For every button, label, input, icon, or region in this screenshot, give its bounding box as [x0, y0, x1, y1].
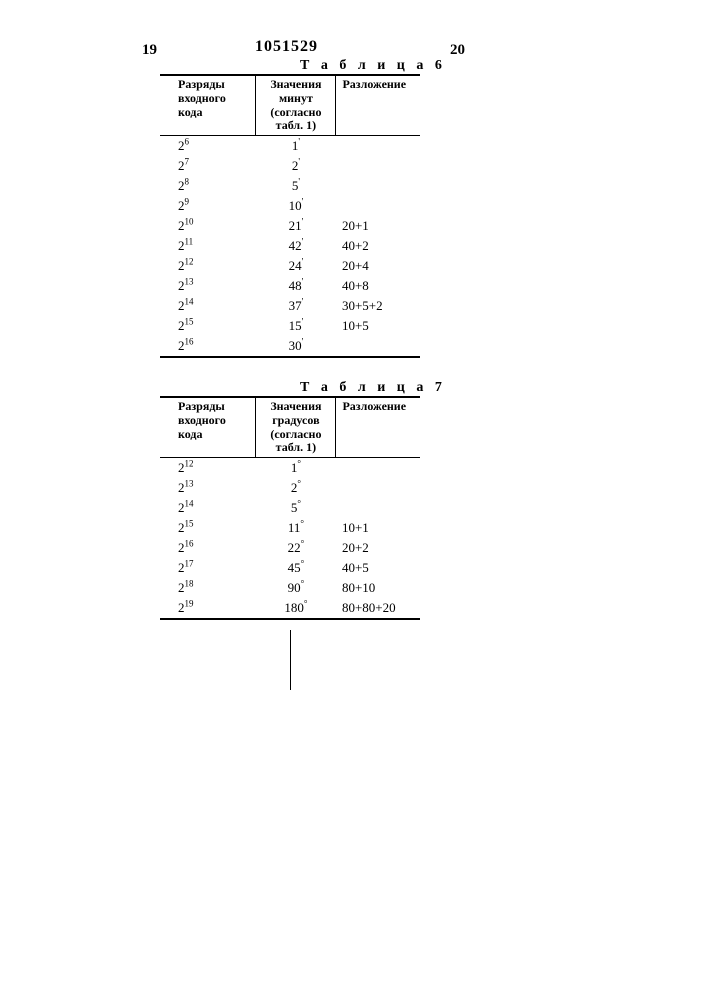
- table7-col1-header: Разряды входного кода: [160, 397, 256, 458]
- table6-label: Т а б л и ц а 6: [300, 58, 446, 74]
- table-row: 21630': [160, 336, 420, 357]
- cell-decomposition: [336, 136, 420, 157]
- table-row: 2132°: [160, 478, 420, 498]
- cell-power: 212: [160, 256, 256, 276]
- table7-label: Т а б л и ц а 7: [300, 380, 446, 396]
- cell-decomposition: [336, 498, 420, 518]
- cell-value: 5': [256, 176, 336, 196]
- cell-decomposition: 20+2: [336, 538, 420, 558]
- page: 19 1051529 20 Т а б л и ц а 6 Разряды вх…: [0, 0, 707, 1000]
- cell-value: 90°: [256, 578, 336, 598]
- cell-value: 37': [256, 296, 336, 316]
- cell-decomposition: [336, 196, 420, 216]
- cell-power: 26: [160, 136, 256, 157]
- cell-decomposition: [336, 176, 420, 196]
- cell-value: 11°: [256, 518, 336, 538]
- cell-power: 28: [160, 176, 256, 196]
- cell-decomposition: 10+5: [336, 316, 420, 336]
- table-row: 2121°: [160, 458, 420, 479]
- cell-value: 48': [256, 276, 336, 296]
- cell-value: 21': [256, 216, 336, 236]
- cell-decomposition: 30+5+2: [336, 296, 420, 316]
- cell-value: 42': [256, 236, 336, 256]
- cell-value: 1°: [256, 458, 336, 479]
- cell-decomposition: 20+1: [336, 216, 420, 236]
- table-row: 21511°10+1: [160, 518, 420, 538]
- cell-decomposition: [336, 478, 420, 498]
- cell-power: 214: [160, 296, 256, 316]
- cell-power: 213: [160, 478, 256, 498]
- cell-power: 216: [160, 336, 256, 357]
- cell-value: 22°: [256, 538, 336, 558]
- table-row: 272': [160, 156, 420, 176]
- cell-decomposition: 40+5: [336, 558, 420, 578]
- table-row: 21622°20+2: [160, 538, 420, 558]
- cell-decomposition: 80+80+20: [336, 598, 420, 619]
- cell-value: 10': [256, 196, 336, 216]
- cell-power: 212: [160, 458, 256, 479]
- cell-value: 1': [256, 136, 336, 157]
- cell-value: 45°: [256, 558, 336, 578]
- table7-col3-header: Разложение: [336, 397, 420, 458]
- table6-col3-header: Разложение: [336, 75, 420, 136]
- cell-power: 219: [160, 598, 256, 619]
- table-row: 285': [160, 176, 420, 196]
- table-row: 21515'10+5: [160, 316, 420, 336]
- table-row: 261': [160, 136, 420, 157]
- document-number: 1051529: [255, 38, 318, 56]
- cell-value: 180°: [256, 598, 336, 619]
- cell-decomposition: 40+8: [336, 276, 420, 296]
- cell-decomposition: 80+10: [336, 578, 420, 598]
- table-row: 2145°: [160, 498, 420, 518]
- cell-power: 211: [160, 236, 256, 256]
- table-row: 2910': [160, 196, 420, 216]
- table6-body: 261'272'285'2910'21021'20+121142'40+2212…: [160, 136, 420, 358]
- table6-col2-header: Значения минут (согласно табл. 1): [256, 75, 336, 136]
- table6: Разряды входного кода Значения минут (со…: [160, 74, 420, 358]
- table7-body: 2121°2132°2145°21511°10+121622°20+221745…: [160, 458, 420, 620]
- cell-power: 27: [160, 156, 256, 176]
- cell-power: 215: [160, 316, 256, 336]
- page-number-left: 19: [142, 42, 157, 59]
- table-row: 21348'40+8: [160, 276, 420, 296]
- page-number-right: 20: [450, 42, 465, 59]
- cell-value: 15': [256, 316, 336, 336]
- table-row: 21890°80+10: [160, 578, 420, 598]
- table-row: 21224'20+4: [160, 256, 420, 276]
- cell-value: 2': [256, 156, 336, 176]
- table6-col1-header: Разряды входного кода: [160, 75, 256, 136]
- cell-power: 215: [160, 518, 256, 538]
- table-row: 21021'20+1: [160, 216, 420, 236]
- cell-value: 24': [256, 256, 336, 276]
- table-row: 219180°80+80+20: [160, 598, 420, 619]
- cell-power: 210: [160, 216, 256, 236]
- cell-power: 214: [160, 498, 256, 518]
- table-row: 21142'40+2: [160, 236, 420, 256]
- table7: Разряды входного кода Значения градусов …: [160, 396, 420, 620]
- cell-value: 2°: [256, 478, 336, 498]
- center-divider: [290, 630, 291, 690]
- cell-decomposition: [336, 336, 420, 357]
- cell-decomposition: 10+1: [336, 518, 420, 538]
- table-row: 21745°40+5: [160, 558, 420, 578]
- cell-power: 216: [160, 538, 256, 558]
- table-row: 21437'30+5+2: [160, 296, 420, 316]
- cell-decomposition: 40+2: [336, 236, 420, 256]
- cell-power: 213: [160, 276, 256, 296]
- cell-power: 29: [160, 196, 256, 216]
- table7-col2-header: Значения градусов (согласно табл. 1): [256, 397, 336, 458]
- cell-value: 5°: [256, 498, 336, 518]
- cell-value: 30': [256, 336, 336, 357]
- cell-power: 218: [160, 578, 256, 598]
- cell-power: 217: [160, 558, 256, 578]
- cell-decomposition: [336, 458, 420, 479]
- cell-decomposition: [336, 156, 420, 176]
- cell-decomposition: 20+4: [336, 256, 420, 276]
